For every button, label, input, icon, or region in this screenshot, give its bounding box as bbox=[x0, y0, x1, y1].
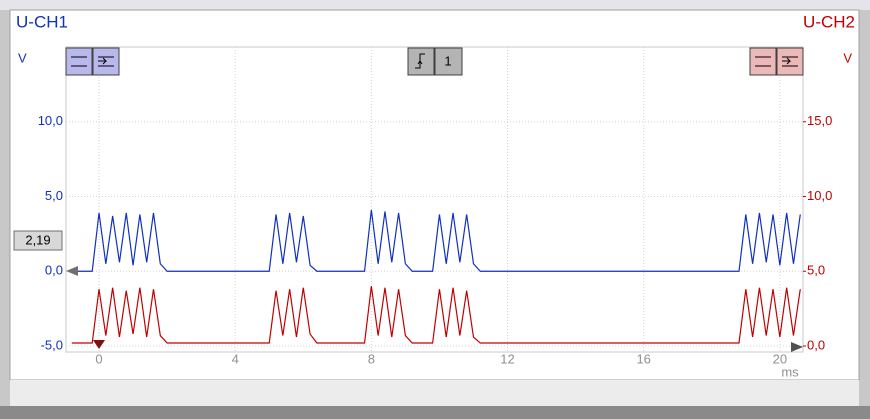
y-tick-label: 0,0 bbox=[45, 263, 63, 278]
y2-tick-label: 15,0 bbox=[807, 113, 832, 128]
icon bbox=[71, 56, 114, 67]
cursor-box[interactable] bbox=[13, 230, 63, 251]
x-tick-label: 8 bbox=[368, 351, 375, 366]
ch2-zero-marker bbox=[791, 342, 803, 352]
ch1-buttons[interactable] bbox=[65, 47, 120, 76]
labels: 0 4 8 12 16 20 -5,0 0,0 5,0 10,0 0,0 5,0 10,0 15,0 bbox=[38, 113, 833, 366]
button[interactable] bbox=[434, 47, 463, 76]
x-tick-label: 12 bbox=[500, 351, 514, 366]
y2-tick-label: 0,0 bbox=[807, 337, 825, 352]
ch1-zero-marker bbox=[66, 266, 78, 276]
y-axis-label: V bbox=[18, 50, 27, 65]
trigger-marker bbox=[93, 340, 105, 349]
traces bbox=[71, 209, 801, 344]
cursor-label: 2,19 bbox=[25, 232, 50, 247]
x-axis-label: ms bbox=[781, 364, 799, 379]
y-tick-label: 5,0 bbox=[45, 188, 63, 203]
trigger-button[interactable]: 1 bbox=[407, 47, 463, 76]
icon bbox=[755, 56, 798, 67]
x-tick-label: 20 bbox=[773, 351, 787, 366]
ch2-buttons[interactable] bbox=[749, 47, 804, 76]
y2-axis-label: V bbox=[843, 50, 852, 65]
button[interactable] bbox=[92, 47, 120, 76]
legend-entry: U-CH1 bbox=[16, 12, 68, 31]
status-bar bbox=[10, 380, 859, 406]
icon bbox=[415, 53, 425, 69]
y-tick-label: -5,0 bbox=[41, 337, 63, 352]
bottom-bar bbox=[0, 406, 870, 419]
trace bbox=[71, 286, 801, 344]
y2-tick-label: 10,0 bbox=[807, 188, 832, 203]
y-tick-label: 10,0 bbox=[38, 113, 63, 128]
trace bbox=[71, 209, 801, 272]
y2-tick-label: 5,0 bbox=[807, 263, 825, 278]
button[interactable] bbox=[407, 47, 435, 76]
legend-entry: U-CH2 bbox=[803, 12, 855, 31]
x-tick-label: 0 bbox=[95, 351, 102, 366]
trigger-label: 1 bbox=[444, 53, 451, 68]
plot-area bbox=[65, 46, 804, 353]
x-tick-label: 16 bbox=[636, 351, 650, 366]
button[interactable] bbox=[65, 47, 93, 76]
top-strip bbox=[0, 0, 870, 10]
button[interactable] bbox=[749, 47, 777, 76]
x-tick-label: 4 bbox=[232, 351, 239, 366]
